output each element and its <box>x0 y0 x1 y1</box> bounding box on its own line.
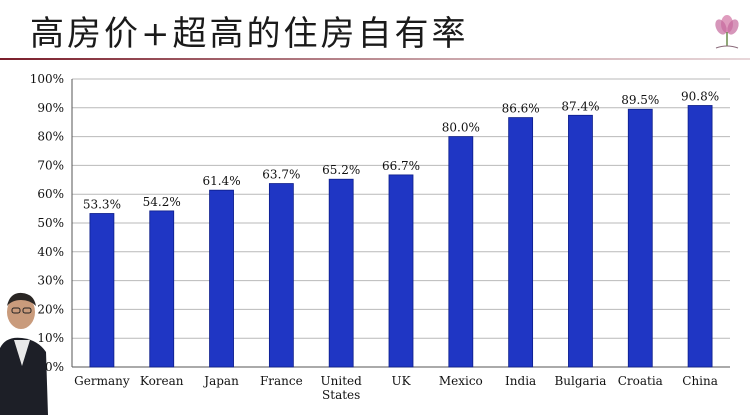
x-tick-label: Japan <box>202 374 239 388</box>
x-tick-label: Croatia <box>618 374 663 388</box>
y-tick-label: 20% <box>37 302 64 316</box>
flower-logo-icon <box>715 15 739 49</box>
data-label: 54.2% <box>143 195 181 209</box>
y-tick-label: 60% <box>37 187 64 201</box>
bar <box>627 108 653 368</box>
data-label: 63.7% <box>262 168 300 182</box>
bar <box>328 178 354 368</box>
data-label: 86.6% <box>502 102 540 116</box>
data-label: 87.4% <box>561 99 599 113</box>
y-tick-label: 80% <box>37 130 64 144</box>
bar <box>149 210 175 368</box>
bar <box>687 105 713 368</box>
y-tick-label: 90% <box>37 101 64 115</box>
slide-title: 高房价+超高的住房自有率 <box>30 14 469 54</box>
bar <box>209 189 234 368</box>
data-label: 90.8% <box>681 89 719 103</box>
x-tick-label: Korean <box>140 374 184 388</box>
data-label: 65.2% <box>322 163 360 177</box>
bar <box>448 136 474 368</box>
data-label: 80.0% <box>442 121 480 135</box>
y-tick-label: 10% <box>37 331 64 345</box>
x-tick-label: China <box>682 374 718 388</box>
x-tick-label: France <box>260 374 303 388</box>
x-tick-label: India <box>505 374 536 388</box>
presenter-figure <box>0 292 48 415</box>
x-tick-label: Mexico <box>439 374 483 388</box>
y-tick-label: 0% <box>45 360 64 374</box>
x-tick-label: United States <box>321 374 363 402</box>
y-tick-label: 70% <box>37 158 64 172</box>
y-tick-label: 40% <box>37 245 64 259</box>
y-tick-label: 50% <box>37 216 64 230</box>
bar <box>508 117 534 368</box>
title-divider <box>0 58 750 60</box>
x-tick-label: Germany <box>74 374 130 388</box>
data-label: 53.3% <box>83 197 121 211</box>
y-tick-label: 100% <box>30 72 64 86</box>
data-label: 89.5% <box>621 93 659 107</box>
bar <box>89 213 115 368</box>
x-tick-label: UK <box>391 374 411 388</box>
data-label: 66.7% <box>382 159 420 173</box>
bar <box>268 183 294 368</box>
bar <box>388 174 414 368</box>
x-tick-label: Bulgaria <box>554 374 606 388</box>
y-tick-label: 30% <box>37 274 64 288</box>
data-label: 61.4% <box>202 174 240 188</box>
bar <box>568 114 593 368</box>
